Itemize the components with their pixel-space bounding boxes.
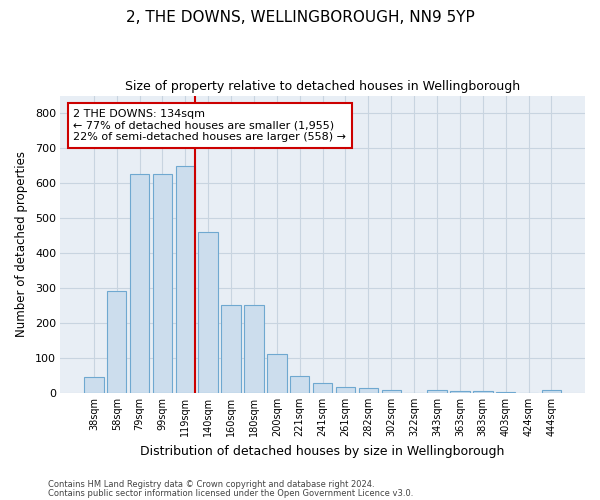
Text: 2, THE DOWNS, WELLINGBOROUGH, NN9 5YP: 2, THE DOWNS, WELLINGBOROUGH, NN9 5YP xyxy=(125,10,475,25)
Text: 2 THE DOWNS: 134sqm
← 77% of detached houses are smaller (1,955)
22% of semi-det: 2 THE DOWNS: 134sqm ← 77% of detached ho… xyxy=(73,109,346,142)
Bar xyxy=(84,377,104,392)
Bar xyxy=(542,390,561,392)
Y-axis label: Number of detached properties: Number of detached properties xyxy=(15,151,28,337)
Bar xyxy=(336,388,355,392)
Bar xyxy=(427,390,447,392)
Bar xyxy=(199,232,218,392)
Bar xyxy=(313,383,332,392)
Bar xyxy=(153,174,172,392)
Bar xyxy=(107,292,127,392)
Title: Size of property relative to detached houses in Wellingborough: Size of property relative to detached ho… xyxy=(125,80,520,93)
Text: Contains public sector information licensed under the Open Government Licence v3: Contains public sector information licen… xyxy=(48,488,413,498)
Bar xyxy=(450,391,470,392)
Bar xyxy=(130,174,149,392)
Bar xyxy=(382,390,401,392)
Bar xyxy=(359,388,378,392)
X-axis label: Distribution of detached houses by size in Wellingborough: Distribution of detached houses by size … xyxy=(140,444,505,458)
Bar xyxy=(176,166,195,392)
Bar xyxy=(221,306,241,392)
Bar xyxy=(267,354,287,393)
Text: Contains HM Land Registry data © Crown copyright and database right 2024.: Contains HM Land Registry data © Crown c… xyxy=(48,480,374,489)
Bar xyxy=(244,306,264,392)
Bar xyxy=(473,391,493,392)
Bar xyxy=(290,376,310,392)
